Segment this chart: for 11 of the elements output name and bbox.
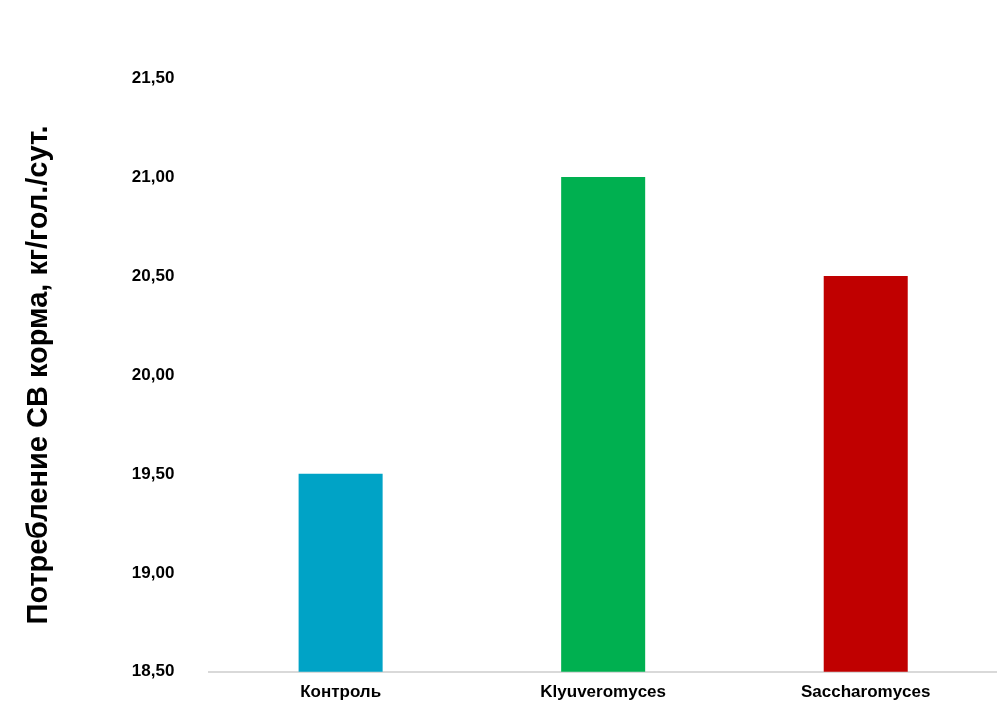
x-tick-label: Контроль	[300, 681, 382, 701]
y-tick-label: 19,00	[131, 562, 175, 582]
x-tick-label: Klyuveromyces	[540, 681, 667, 701]
y-tick-label: 20,00	[131, 364, 175, 384]
y-tick-label: 21,50	[131, 67, 175, 87]
y-tick-label: 18,50	[131, 661, 175, 681]
y-axis-title: Потребление СВ корма, кг/гол./сут.	[21, 125, 54, 625]
x-tick-label: Saccharomyces	[800, 681, 931, 701]
y-tick-label: 21,00	[131, 166, 175, 186]
y-tick-label: 19,50	[131, 463, 175, 483]
y-tick-label: 20,50	[131, 265, 175, 285]
